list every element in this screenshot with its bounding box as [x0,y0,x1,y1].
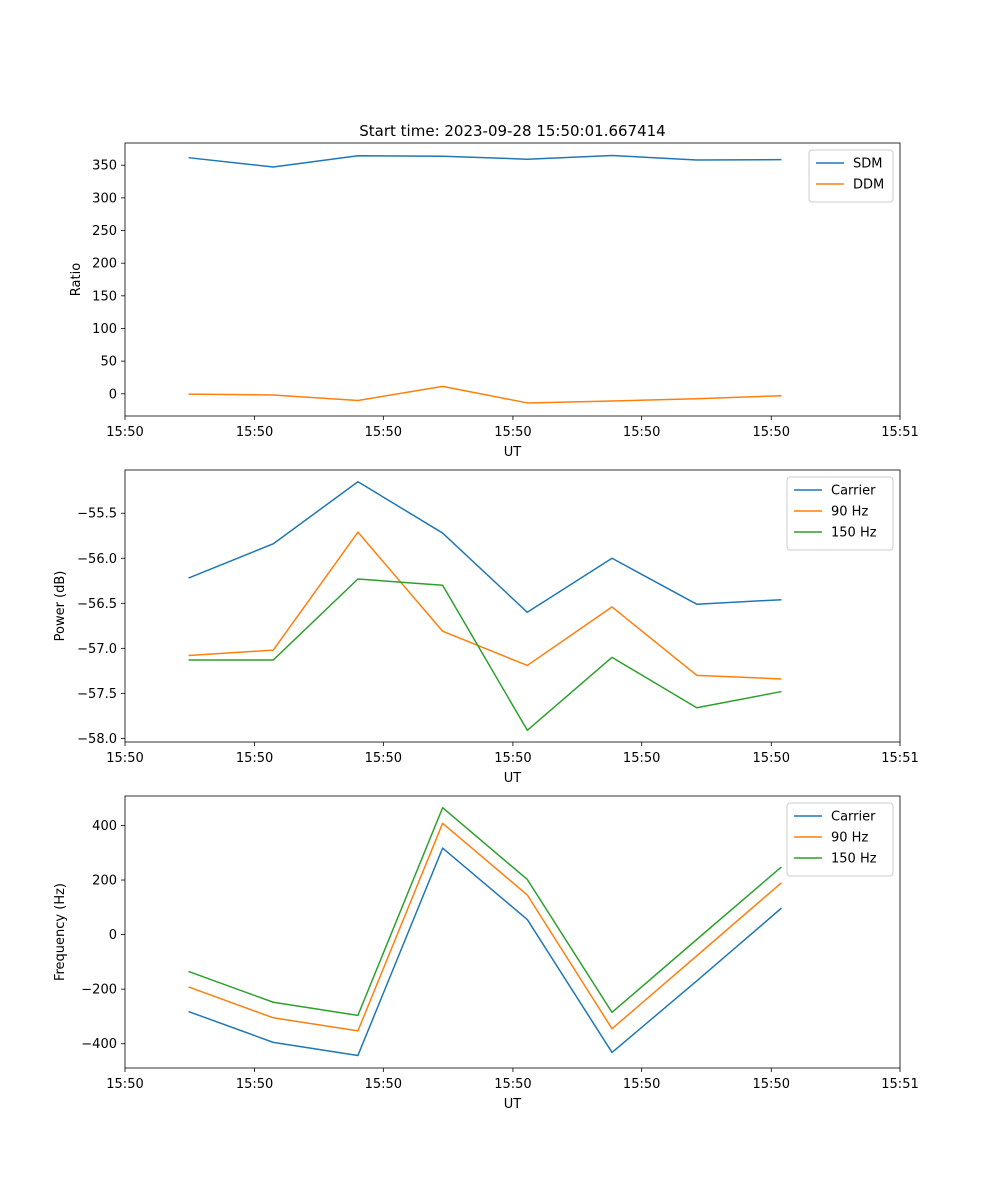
x-axis-label: UT [504,445,522,460]
y-tick-label: −56.5 [77,597,117,612]
x-tick-label: 15:50 [494,751,531,766]
y-tick-label: 0 [109,387,117,402]
y-tick-label: 50 [100,355,117,370]
y-tick-label: 200 [92,874,117,889]
legend-entry: 90 Hz [831,831,868,846]
y-axis-label: Frequency (Hz) [53,883,68,981]
x-tick-label: 15:50 [236,1077,273,1092]
y-tick-label: −57.5 [77,687,117,702]
x-tick-label: 15:50 [365,425,402,440]
x-tick-label: 15:50 [753,1077,790,1092]
series-line-carrier [188,480,782,614]
x-tick-label: 15:50 [106,1077,143,1092]
x-tick-label: 15:50 [365,751,402,766]
series-line-150-hz [188,806,782,1017]
legend-entry: 150 Hz [831,852,877,867]
x-tick-label: 15:51 [881,1077,918,1092]
y-axis-label: Power (dB) [53,571,68,642]
x-tick-label: 15:50 [494,425,531,440]
y-tick-label: −400 [81,1037,117,1052]
x-tick-label: 15:50 [623,1077,660,1092]
axes-frame [124,795,901,1069]
x-tick-label: 15:50 [106,751,143,766]
y-tick-label: 350 [92,159,117,174]
x-tick-label: 15:50 [106,425,143,440]
y-tick-label: 400 [92,819,117,834]
y-tick-label: −57.0 [77,642,117,657]
series-line-carrier [188,847,782,1057]
x-axis-label: UT [504,1097,522,1112]
x-axis-label: UT [504,771,522,786]
x-tick-label: 15:50 [623,425,660,440]
x-tick-label: 15:51 [881,425,918,440]
x-tick-label: 15:50 [236,425,273,440]
y-tick-label: 300 [92,191,117,206]
subplot-1: 15:50 15:50 15:50 15:50 15:50 15:50 15:51 0 50 10… [69,122,919,460]
legend-entry: DDM [853,178,884,193]
legend-entry: Carrier [831,810,876,825]
subplot-2: 15:50 15:50 15:50 15:50 15:50 15:50 15:51 −58.0… [53,469,919,786]
y-tick-label: 100 [92,322,117,337]
chart-title: Start time: 2023-09-28 15:50:01.667414 [359,122,665,140]
axes-frame [124,142,901,417]
x-tick-label: 15:50 [365,1077,402,1092]
y-tick-label: 150 [92,289,117,304]
legend-entry: Carrier [831,484,876,499]
legend: Carrier 90 Hz 150 Hz [786,802,894,877]
y-tick-label: −55.5 [77,507,117,522]
x-tick-label: 15:50 [494,1077,531,1092]
legend: Carrier 90 Hz 150 Hz [786,476,894,551]
x-tick-label: 15:50 [236,751,273,766]
legend-entry: 90 Hz [831,505,868,520]
x-tick-label: 15:50 [753,425,790,440]
series-line-90-hz [188,531,782,680]
y-axis-label: Ratio [69,263,84,296]
series-line-150-hz [188,578,782,732]
y-tick-label: 0 [109,928,117,943]
x-tick-label: 15:50 [753,751,790,766]
axes-frame [124,469,901,743]
y-tick-label: −58.0 [77,732,117,747]
y-tick-label: −56.0 [77,552,117,567]
y-tick-label: 200 [92,257,117,272]
y-tick-label: −200 [81,983,117,998]
subplot-3: 15:50 15:50 15:50 15:50 15:50 15:50 15:51 −400 −… [53,795,919,1112]
series-line-ddm [188,385,782,404]
legend-entry: SDM [853,157,882,172]
x-tick-label: 15:50 [623,751,660,766]
legend: SDM DDM [808,149,894,203]
y-tick-label: 250 [92,224,117,239]
x-tick-label: 15:51 [881,751,918,766]
series-line-90-hz [188,822,782,1032]
series-line-sdm [188,154,782,168]
legend-entry: 150 Hz [831,526,877,541]
